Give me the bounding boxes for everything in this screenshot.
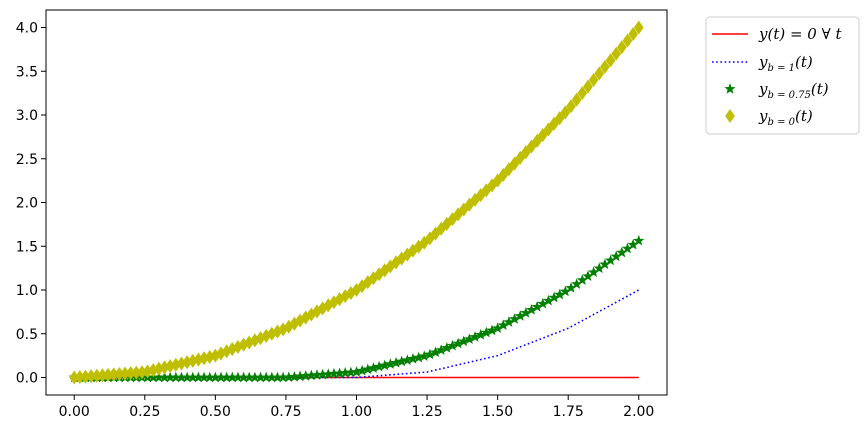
data-point — [549, 116, 559, 131]
data-point — [509, 156, 520, 171]
data-point — [633, 20, 644, 35]
y-tick-label: 1.0 — [16, 283, 38, 299]
legend-label: y(t) = 0 ∀ t — [758, 25, 842, 43]
legend-label-main: y(t) = 0 ∀ t — [758, 25, 842, 43]
y-tick-label: 3.5 — [16, 64, 38, 80]
data-point — [515, 150, 526, 165]
y-tick-label: 2.0 — [16, 196, 38, 212]
legend-box — [705, 16, 860, 135]
y-tick-label: 4.0 — [16, 21, 38, 37]
legend-label-subscript: b = 0 — [767, 117, 795, 128]
plot-area — [68, 20, 645, 385]
legend-label-tail: (t) — [795, 107, 813, 125]
data-point — [554, 111, 565, 126]
y-tick-label: 0.5 — [16, 327, 38, 343]
x-tick-label: 1.25 — [411, 404, 442, 420]
legend-label-subscript: b = 0.75 — [767, 90, 810, 101]
legend-handle-marker — [724, 83, 736, 94]
legend-label-tail: (t) — [795, 53, 813, 71]
plot-frame — [45, 9, 668, 396]
data-point — [583, 79, 593, 94]
data-point — [526, 139, 537, 154]
legend-label-main: y — [758, 107, 768, 125]
data-point — [492, 173, 503, 188]
data-point — [594, 66, 605, 81]
data-point — [628, 27, 638, 42]
legend-handle-marker — [725, 108, 735, 124]
x-tick-label: 1.75 — [553, 404, 584, 420]
data-point — [616, 40, 627, 55]
x-tick-label: 0.50 — [200, 404, 231, 420]
series-1 — [74, 289, 640, 379]
data-point — [537, 128, 548, 143]
legend-label-tail: (t) — [811, 80, 829, 98]
legend-label: yb = 1(t) — [758, 53, 813, 74]
y-tick-label: 1.5 — [16, 239, 38, 255]
data-point — [588, 72, 599, 88]
data-point — [498, 167, 509, 182]
x-tick-label: 1.50 — [482, 404, 513, 420]
y-tick-label: 0.0 — [16, 371, 38, 387]
data-point — [504, 162, 514, 177]
x-tick-label: 2.00 — [623, 404, 654, 420]
y-tick-label: 3.0 — [16, 108, 38, 124]
x-tick-label: 0.75 — [270, 404, 301, 420]
data-point — [520, 145, 531, 160]
y-tick-label: 2.5 — [16, 152, 38, 168]
x-tick-label: 1.00 — [341, 404, 372, 420]
data-point — [622, 33, 633, 48]
legend-label-main: y — [758, 80, 768, 98]
data-point — [633, 234, 645, 246]
series-3 — [69, 20, 644, 385]
legend-label-main: y — [758, 53, 768, 71]
data-point — [571, 92, 582, 107]
data-point — [560, 105, 571, 120]
data-point — [577, 86, 588, 101]
legend-label-subscript: b = 1 — [767, 63, 795, 74]
x-tick-label: 0.25 — [129, 404, 160, 420]
data-point — [566, 99, 576, 114]
data-point — [543, 122, 554, 137]
series-2 — [68, 234, 645, 383]
data-point — [611, 46, 622, 61]
legend-label: yb = 0(t) — [758, 107, 813, 128]
data-point — [600, 59, 610, 74]
legend-label: yb = 0.75(t) — [758, 80, 829, 101]
data-point — [532, 133, 543, 148]
series-line — [74, 289, 640, 379]
data-point — [605, 53, 616, 68]
x-tick-label: 0.00 — [59, 404, 90, 420]
